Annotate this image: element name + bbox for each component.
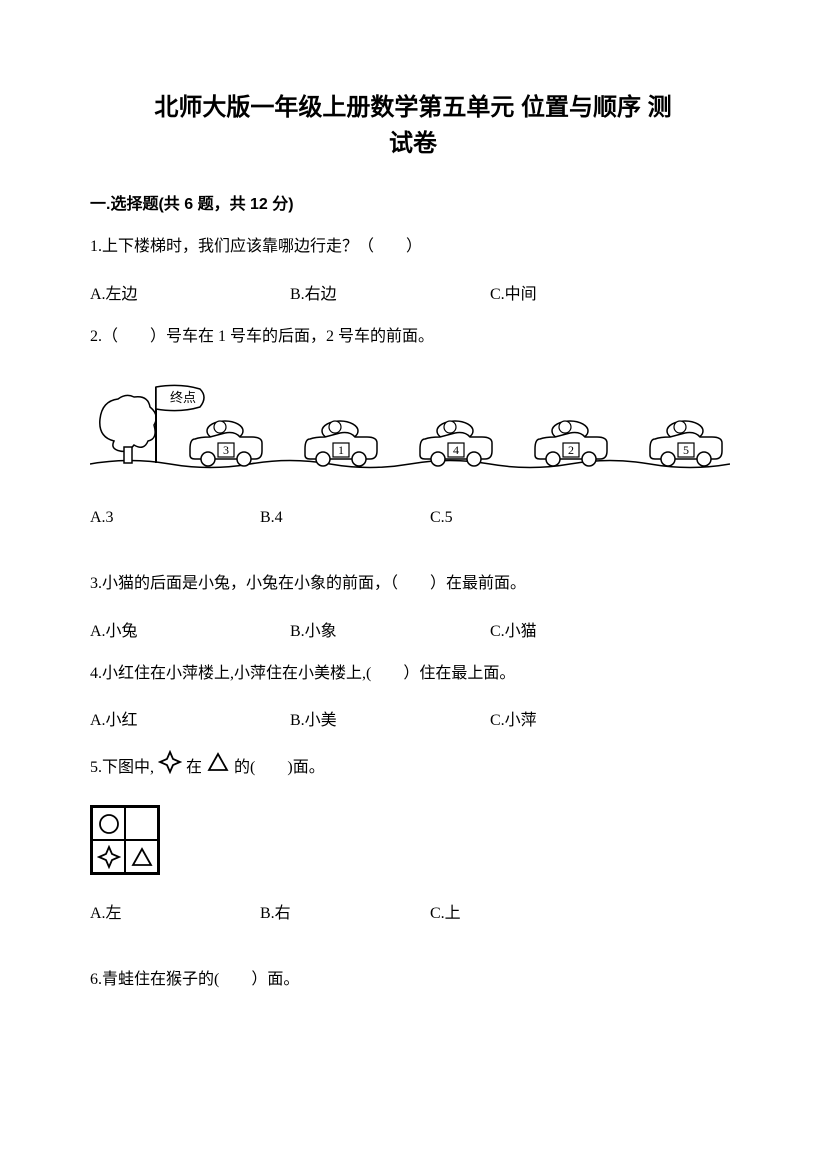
svg-text:2: 2 (568, 443, 574, 457)
q1-option-b: B.右边 (290, 280, 490, 304)
question-1: 1.上下楼梯时，我们应该靠哪边行走？（ ） (90, 234, 736, 260)
ground-line (90, 461, 730, 468)
q2-option-b: B.4 (260, 509, 430, 527)
q5-prefix: 5.下图中, (90, 753, 154, 777)
question-3: 3.小猫的后面是小兔，小兔在小象的前面，（ ）在最前面。 (90, 571, 736, 597)
question-1-options: A.左边 B.右边 C.中间 (90, 280, 736, 304)
star4-icon (97, 845, 121, 869)
circle-icon (97, 812, 121, 836)
triangle-icon (130, 845, 154, 869)
q5-suffix: 的( )面。 (234, 753, 325, 777)
q2-option-c: C.5 (430, 509, 600, 527)
car-2: 1 (305, 421, 377, 466)
q1-option-a: A.左边 (90, 280, 290, 304)
question-4: 4.小红住在小萍楼上,小萍住在小美楼上,( ）住在最上面。 (90, 661, 736, 687)
race-illustration: 终点 3 1 (90, 369, 736, 489)
svg-text:3: 3 (223, 443, 229, 457)
section-1-header: 一.选择题(共 6 题，共 12 分) (90, 190, 736, 214)
q3-option-b: B.小象 (290, 617, 490, 641)
q4-option-a: A.小红 (90, 706, 290, 730)
question-2-options: A.3 B.4 C.5 (90, 509, 736, 527)
star4-icon (158, 750, 182, 779)
question-4-options: A.小红 B.小美 C.小萍 (90, 706, 736, 730)
car-5: 5 (650, 421, 722, 466)
question-5: 5.下图中, 在 的( )面。 (90, 750, 736, 779)
grid-cell-circle (92, 807, 125, 840)
car-3: 4 (420, 421, 492, 466)
q4-option-c: C.小萍 (490, 706, 690, 730)
grid-cell-triangle (125, 840, 158, 873)
svg-text:4: 4 (453, 443, 459, 457)
title-line-1: 北师大版一年级上册数学第五单元 位置与顺序 测 (90, 90, 736, 126)
triangle-icon (206, 750, 230, 779)
flag-label: 终点 (170, 390, 196, 405)
question-6: 6.青蛙住在猴子的( ）面。 (90, 967, 736, 993)
q5-grid (90, 805, 160, 875)
q2-option-a: A.3 (90, 509, 260, 527)
q5-option-b: B.右 (260, 899, 430, 923)
q5-mid: 在 (186, 753, 202, 777)
svg-text:5: 5 (683, 443, 689, 457)
q5-option-c: C.上 (430, 899, 600, 923)
title-line-2: 试卷 (90, 126, 736, 162)
race-svg: 终点 3 1 (90, 369, 730, 479)
grid-cell-empty (125, 807, 158, 840)
q5-option-a: A.左 (90, 899, 260, 923)
q3-option-a: A.小兔 (90, 617, 290, 641)
question-5-options: A.左 B.右 C.上 (90, 899, 736, 923)
tree-icon (100, 396, 156, 464)
page-title: 北师大版一年级上册数学第五单元 位置与顺序 测 试卷 (90, 90, 736, 162)
grid-cell-star4 (92, 840, 125, 873)
q3-option-c: C.小猫 (490, 617, 690, 641)
car-4: 2 (535, 421, 607, 466)
q4-option-b: B.小美 (290, 706, 490, 730)
q1-option-c: C.中间 (490, 280, 690, 304)
car-1: 3 (190, 421, 262, 466)
svg-text:1: 1 (338, 443, 344, 457)
question-2: 2.（ ）号车在 1 号车的后面，2 号车的前面。 (90, 324, 736, 350)
question-3-options: A.小兔 B.小象 C.小猫 (90, 617, 736, 641)
